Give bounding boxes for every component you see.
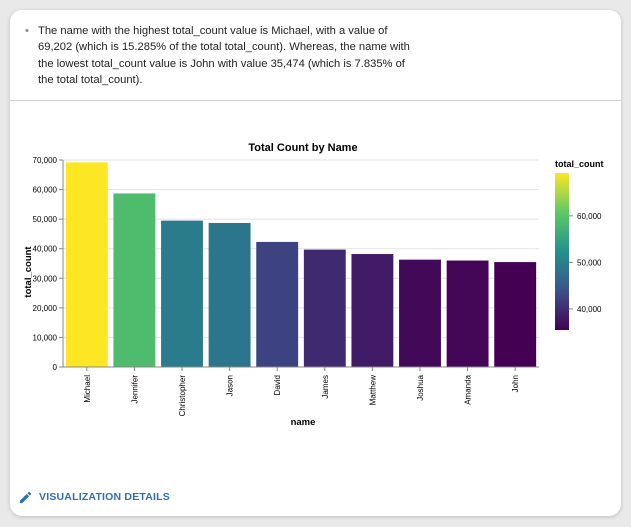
color-legend: total_count 40,000 50,000 60,000 (555, 159, 604, 330)
x-tick-label: Matthew (368, 375, 377, 405)
bar-james (303, 249, 346, 367)
x-tick-label: Michael (83, 375, 92, 403)
x-tick-label: Christopher (178, 375, 187, 417)
y-tick-label: 0 (53, 363, 58, 372)
x-tick-label: Jason (226, 375, 235, 396)
bullet-icon: • (25, 25, 29, 37)
legend-title: total_count (555, 159, 604, 169)
result-card: • The name with the highest total_count … (10, 10, 621, 516)
y-tick-label: 30,000 (33, 274, 58, 283)
y-tick-label: 10,000 (33, 333, 58, 342)
x-tick-label: Jennifer (130, 375, 139, 404)
y-tick-label: 20,000 (33, 304, 58, 313)
bar-joshua (399, 259, 441, 367)
y-axis-label: total_count (23, 246, 34, 298)
y-tick-label: 40,000 (33, 245, 58, 254)
legend-tick-label: 60,000 (577, 212, 602, 221)
x-tick-label: John (511, 375, 520, 392)
bar-john (494, 262, 537, 367)
legend-gradient (555, 173, 569, 330)
bar-christopher (161, 220, 203, 367)
y-tick-label: 50,000 (33, 215, 58, 224)
x-tick-label: David (273, 375, 282, 395)
visualization-details-label: VISUALIZATION DETAILS (39, 491, 170, 503)
pencil-icon (18, 490, 33, 505)
x-axis-label: name (291, 417, 316, 428)
legend-tick-label: 50,000 (577, 258, 602, 267)
bar-amanda (446, 260, 489, 367)
y-tick-label: 70,000 (33, 156, 58, 165)
axes: 0 10,000 20,000 30,000 40,000 50,000 60,000 70,… (33, 156, 539, 416)
chart-title: Total Count by Name (248, 142, 357, 154)
x-tick-label: James (321, 375, 330, 399)
x-tick-label: Amanda (464, 374, 473, 404)
bar-chart: Total Count by Name 0 10,000 20,000 30,000 4… (23, 142, 604, 428)
visualization-details-link[interactable]: VISUALIZATION DETAILS (18, 488, 170, 506)
bars (65, 162, 537, 367)
divider (10, 100, 621, 101)
y-tick-label: 60,000 (33, 186, 58, 195)
legend-tick-label: 40,000 (577, 305, 602, 314)
bar-david (256, 241, 299, 367)
summary-text-block: • The name with the highest total_count … (25, 23, 410, 89)
bar-jason (208, 222, 251, 367)
bar-jennifer (113, 193, 156, 367)
bar-michael (65, 162, 108, 367)
summary-text: The name with the highest total_count va… (38, 25, 410, 87)
x-tick-label: Joshua (416, 374, 425, 400)
bar-matthew (351, 254, 394, 367)
